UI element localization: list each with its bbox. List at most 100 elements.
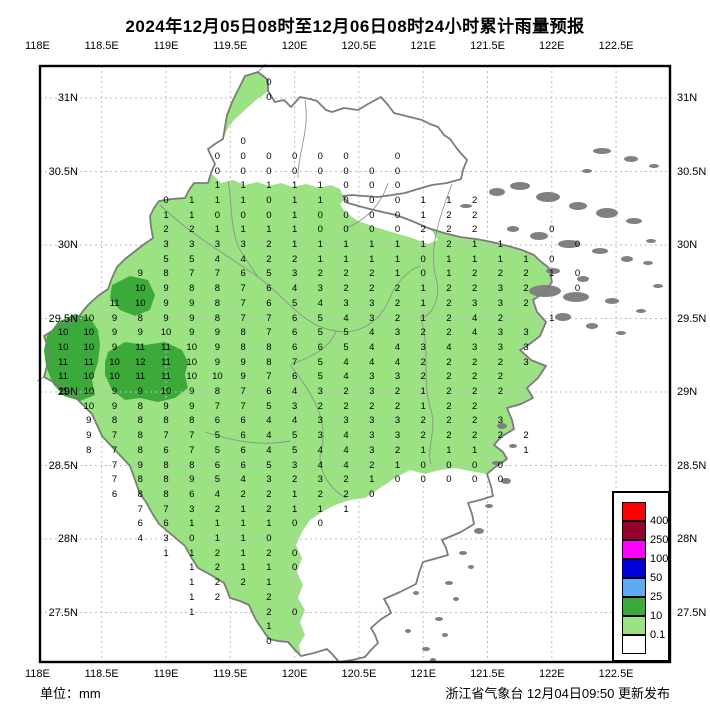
lat-label-right: 28N <box>677 533 698 545</box>
rainfall-value: 0 <box>574 283 581 295</box>
rainfall-value: 2 <box>266 606 272 618</box>
rainfall-value: 3 <box>497 327 503 339</box>
rainfall-value: 5 <box>343 327 349 339</box>
rainfall-value: 11 <box>135 341 146 353</box>
rainfall-value: 0 <box>497 459 503 471</box>
rainfall-value: 4 <box>446 341 452 353</box>
rainfall-value: 1 <box>420 283 426 295</box>
zhejiang-province-outline <box>43 71 553 663</box>
heavy-rain-patch-west <box>44 314 100 401</box>
rainfall-value: 3 <box>497 297 503 309</box>
rainfall-value: 1 <box>549 268 555 280</box>
island <box>442 633 448 637</box>
rainfall-value: 5 <box>214 474 221 486</box>
island <box>459 551 467 555</box>
heavy-rain-patch-northwest <box>110 276 155 316</box>
rainfall-value: 0 <box>549 224 555 236</box>
rainfall-value: 9 <box>214 341 221 353</box>
island <box>649 164 659 168</box>
rainfall-value: 1 <box>189 547 195 559</box>
lat-label-right: 29.5N <box>677 312 707 325</box>
rainfall-value: 0 <box>266 150 272 162</box>
rainfall-value: 0 <box>189 533 195 544</box>
rainfall-value: 0 <box>420 253 426 265</box>
rainfall-value: 2 <box>446 415 452 427</box>
rainfall-value: 3 <box>163 533 169 544</box>
legend-color-cell <box>622 502 646 521</box>
rainfall-value: 8 <box>163 268 169 280</box>
rainfall-value: 0 <box>394 150 401 162</box>
rainfall-value: 2 <box>343 386 349 397</box>
rainfall-value: 4 <box>394 341 401 353</box>
rainfall-value: 2 <box>266 503 272 515</box>
rainfall-value: 1 <box>394 239 401 250</box>
rainfall-value: 2 <box>420 415 426 427</box>
rainfall-value: 9 <box>163 283 169 295</box>
rainfall-value: 8 <box>137 415 143 427</box>
rainfall-value: 5 <box>266 459 272 471</box>
island <box>636 309 646 313</box>
rainfall-value: 0 <box>291 150 298 162</box>
rainfall-value: 1 <box>420 312 426 324</box>
rainfall-value: 0 <box>214 150 221 162</box>
rainfall-value: 8 <box>86 444 92 456</box>
rainfall-value: 3 <box>369 415 375 427</box>
rainfall-value: 9 <box>189 297 195 309</box>
rainfall-value: 2 <box>266 239 272 250</box>
rainfall-value: 10 <box>186 356 197 368</box>
rainfall-value: 1 <box>291 209 298 221</box>
lat-label-right: 31N <box>677 92 698 104</box>
rainfall-value: 1 <box>214 533 221 544</box>
rainfall-value: 3 <box>291 268 298 280</box>
island <box>453 597 459 601</box>
lon-label-top: 118.5E <box>84 40 119 52</box>
rainfall-value: 1 <box>240 562 246 574</box>
rainfall-value: 5 <box>291 297 298 309</box>
island <box>643 261 653 265</box>
island <box>474 528 484 534</box>
rainfall-value: 1 <box>369 253 375 265</box>
rainfall-value: 4 <box>317 459 323 471</box>
rainfall-value: 0 <box>291 518 298 530</box>
rainfall-value: 2 <box>343 283 349 295</box>
rainfall-value: 0 <box>291 547 298 559</box>
rainfall-value: 1 <box>420 386 426 397</box>
rainfall-value: 9 <box>240 371 246 383</box>
rainfall-value: 11 <box>58 356 69 368</box>
rainfall-value: 2 <box>369 459 375 471</box>
rainfall-value: 3 <box>189 503 195 515</box>
rainfall-value: 2 <box>523 430 529 442</box>
rainfall-value: 1 <box>497 239 503 250</box>
rainfall-value: 3 <box>291 459 298 471</box>
rainfall-value: 2 <box>497 312 503 324</box>
rainfall-value: 2 <box>471 209 478 221</box>
lat-label-left: 29.5N <box>48 312 78 325</box>
rainfall-value: 1 <box>214 194 221 206</box>
rainfall-value: 1 <box>240 533 246 544</box>
legend-color-cell <box>622 521 646 540</box>
rainfall-value: 11 <box>83 356 94 368</box>
rainfall-value: 8 <box>214 283 221 295</box>
rainfall-value: 9 <box>111 312 118 324</box>
rainfall-value: 1 <box>189 591 195 603</box>
rainfall-value: 7 <box>189 268 195 280</box>
map-title: 2024年12月05日08时至12月06日08时24小时累计雨量预报 <box>125 17 585 36</box>
rainfall-value: 1 <box>214 180 221 192</box>
rainfall-value: 3 <box>523 356 529 368</box>
rainfall-value: 9 <box>137 327 143 339</box>
rainfall-value: 9 <box>163 297 169 309</box>
rainfall-value: 4 <box>471 312 478 324</box>
rainfall-value: 7 <box>240 297 246 309</box>
rainfall-value: 1 <box>446 268 452 280</box>
rainfall-value: 0 <box>574 239 581 250</box>
rainfall-value: 4 <box>266 444 272 456</box>
rainfall-value: 1 <box>317 239 323 250</box>
legend-color-cell <box>622 635 646 654</box>
rainfall-value: 7 <box>214 400 221 412</box>
rainfall-value: 10 <box>57 341 69 353</box>
rainfall-value: 2 <box>163 224 169 236</box>
lon-label-bottom: 120E <box>281 668 308 680</box>
rainfall-value: 6 <box>291 371 298 383</box>
